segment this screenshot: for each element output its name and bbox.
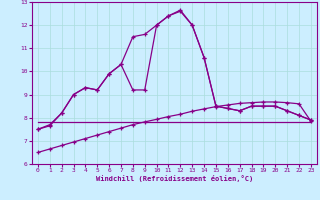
X-axis label: Windchill (Refroidissement éolien,°C): Windchill (Refroidissement éolien,°C) <box>96 175 253 182</box>
